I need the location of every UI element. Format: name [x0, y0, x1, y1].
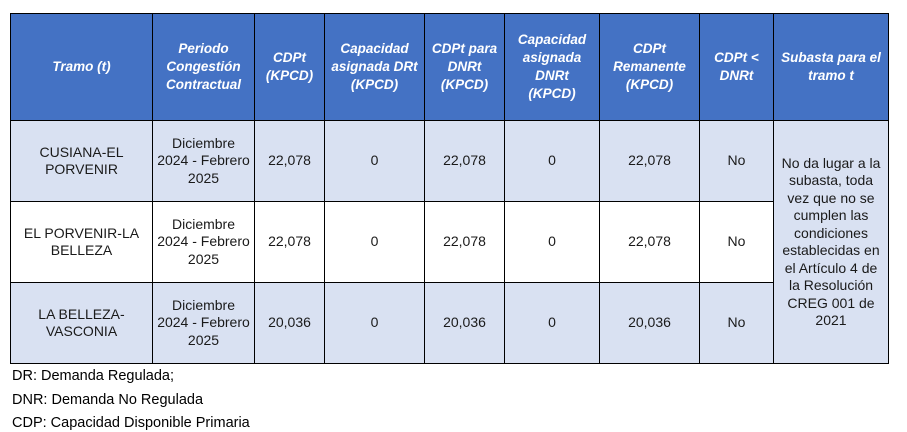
cell-capacidad-asignada-drt: 0 [324, 201, 425, 283]
footnotes: DR: Demanda Regulada; DNR: Demanda No Re… [10, 369, 897, 431]
cell-subasta-note: No da lugar a la subasta, toda vez que n… [773, 120, 889, 364]
cell-cdpt-para-dnrt: 20,036 [424, 282, 505, 364]
capacity-table: Tramo (t) Periodo Congestión Contractual… [10, 13, 889, 364]
footnote-dr: DR: Demanda Regulada; [12, 368, 175, 384]
header-cdpt-lt-dnrt: CDPt < DNRt [699, 13, 774, 121]
header-cdpt-para-dnrt: CDPt para DNRt (KPCD) [424, 13, 505, 121]
cell-cdpt-para-dnrt: 22,078 [424, 201, 505, 283]
header-capacidad-asignada-drt: Capacidad asignada DRt (KPCD) [324, 13, 425, 121]
cell-periodo: Diciembre 2024 - Febrero 2025 [152, 201, 255, 283]
cell-cdpt-lt-dnrt: No [699, 282, 774, 364]
cell-capacidad-asignada-dnrt: 0 [504, 282, 600, 364]
header-tramo: Tramo (t) [10, 13, 153, 121]
cell-cdpt-para-dnrt: 22,078 [424, 120, 505, 202]
cell-cdpt-lt-dnrt: No [699, 120, 774, 202]
cell-tramo: LA BELLEZA-VASCONIA [10, 282, 153, 364]
header-cdpt-remanente: CDPt Remanente (KPCD) [599, 13, 700, 121]
table-row-la-belleza-vasconia: LA BELLEZA-VASCONIA Diciembre 2024 - Feb… [10, 282, 889, 364]
cell-cdpt-lt-dnrt: No [699, 201, 774, 283]
footnote-cdp: CDP: Capacidad Disponible Primaria [12, 415, 250, 431]
cell-cdpt-remanente: 22,078 [599, 201, 700, 283]
cell-cdpt-remanente: 22,078 [599, 120, 700, 202]
cell-periodo: Diciembre 2024 - Febrero 2025 [152, 120, 255, 202]
cell-capacidad-asignada-dnrt: 0 [504, 201, 600, 283]
cell-cdpt: 22,078 [254, 120, 325, 202]
table-row-el-porvenir-la-belleza: EL PORVENIR-LA BELLEZA Diciembre 2024 - … [10, 201, 889, 283]
header-periodo-congestion: Periodo Congestión Contractual [152, 13, 255, 121]
footnote-dnr: DNR: Demanda No Regulada [12, 391, 204, 408]
cell-capacidad-asignada-dnrt: 0 [504, 120, 600, 202]
cell-tramo: EL PORVENIR-LA BELLEZA [10, 201, 153, 283]
cell-capacidad-asignada-drt: 0 [324, 120, 425, 202]
table-header-row: Tramo (t) Periodo Congestión Contractual… [10, 13, 889, 121]
cell-cdpt: 22,078 [254, 201, 325, 283]
cell-cdpt-remanente: 20,036 [599, 282, 700, 364]
header-subasta-tramo: Subasta para el tramo t [773, 13, 889, 121]
cell-capacidad-asignada-drt: 0 [324, 282, 425, 364]
table-row-cusiana-el-porvenir: CUSIANA-EL PORVENIR Diciembre 2024 - Feb… [10, 120, 889, 364]
cell-cdpt: 20,036 [254, 282, 325, 364]
cell-tramo: CUSIANA-EL PORVENIR [10, 120, 153, 202]
header-capacidad-asignada-dnrt: Capacidad asignada DNRt (KPCD) [504, 13, 600, 121]
cell-periodo: Diciembre 2024 - Febrero 2025 [152, 282, 255, 364]
header-cdpt-kpcd: CDPt (KPCD) [254, 13, 325, 121]
